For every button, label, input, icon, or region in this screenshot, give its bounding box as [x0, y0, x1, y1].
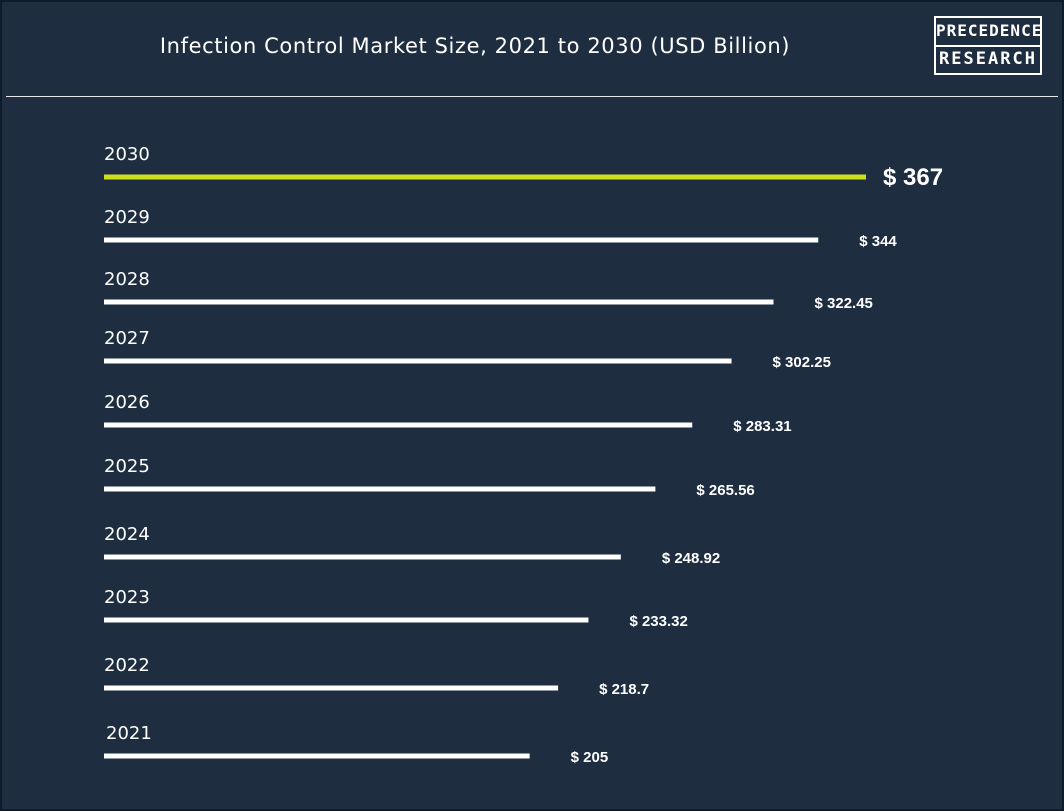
value-label-2029: $ 344 [859, 233, 897, 250]
year-label-2030: 2030 [104, 144, 150, 165]
year-label-2022: 2022 [104, 655, 150, 676]
year-label-2023: 2023 [104, 587, 150, 608]
value-label-2028: $ 322.45 [815, 295, 873, 312]
bar-2027 [104, 358, 732, 364]
year-label-2029: 2029 [104, 207, 150, 228]
value-label-2021: $ 205 [571, 749, 609, 766]
precedence-research-logo: PRECEDENCE RESEARCH [934, 16, 1042, 75]
bar-2030 [104, 174, 866, 180]
chart-title: Infection Control Market Size, 2021 to 2… [159, 34, 791, 58]
logo-line-1: PRECEDENCE [936, 21, 1043, 40]
bar-2021 [104, 753, 530, 759]
value-label-2030: $ 367 [883, 164, 943, 191]
value-label-2023: $ 233.32 [629, 613, 687, 630]
value-label-2024: $ 248.92 [662, 550, 720, 567]
bar-2025 [104, 486, 656, 492]
logo-line-2: RESEARCH [939, 49, 1037, 69]
bar-2029 [104, 237, 819, 243]
logo-divider [936, 45, 1040, 47]
header-divider [6, 96, 1058, 97]
year-label-2028: 2028 [104, 269, 150, 290]
year-label-2021: 2021 [106, 723, 152, 744]
bar-2023 [104, 617, 589, 623]
year-label-2027: 2027 [104, 328, 150, 349]
bar-2026 [104, 422, 693, 428]
value-label-2025: $ 265.56 [696, 482, 754, 499]
year-label-2025: 2025 [104, 456, 150, 477]
value-label-2027: $ 302.25 [773, 354, 831, 371]
value-label-2022: $ 218.7 [599, 681, 649, 698]
bar-2028 [104, 299, 774, 305]
bar-2024 [104, 554, 621, 560]
bar-2022 [104, 685, 559, 691]
year-label-2026: 2026 [104, 392, 150, 413]
year-label-2024: 2024 [104, 524, 150, 545]
value-label-2026: $ 283.31 [733, 418, 791, 435]
